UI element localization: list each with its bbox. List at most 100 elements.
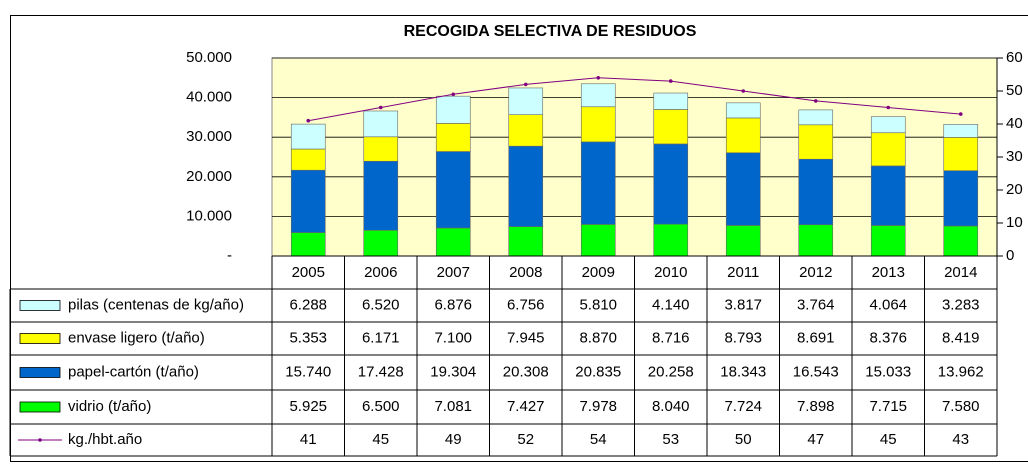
line-marker bbox=[813, 99, 818, 103]
bar-segment bbox=[363, 160, 399, 231]
chart-title: RECOGIDA SELECTIVA DE RESIDUOS bbox=[404, 23, 697, 40]
table-cell: 7.945 bbox=[507, 329, 545, 346]
bar-segment bbox=[870, 132, 906, 167]
bar-segment bbox=[870, 165, 906, 226]
table-cell: 18.343 bbox=[720, 363, 766, 380]
legend-swatch bbox=[38, 438, 42, 442]
table-cell: 43 bbox=[952, 431, 969, 448]
x-tick-label: 2007 bbox=[437, 264, 470, 281]
bar-segment bbox=[653, 143, 689, 225]
table-cell: 47 bbox=[807, 431, 824, 448]
bar-segment bbox=[725, 102, 761, 119]
bar-segment bbox=[580, 106, 616, 143]
bar-segment bbox=[943, 225, 979, 257]
line-marker bbox=[523, 82, 528, 87]
bar-segment bbox=[870, 116, 906, 134]
x-tick-label: 2014 bbox=[944, 264, 977, 281]
bar-segment bbox=[435, 151, 471, 229]
bar-segment bbox=[870, 225, 906, 257]
table-cell: 8.716 bbox=[652, 329, 690, 346]
table-cell: 6.500 bbox=[362, 398, 400, 415]
table-cell: 7.081 bbox=[434, 398, 472, 415]
line-series bbox=[308, 77, 961, 122]
table-cell: 4.064 bbox=[869, 296, 907, 313]
table-cell: 3.764 bbox=[797, 296, 835, 313]
bar-segment bbox=[798, 158, 834, 226]
x-tick-label: 2008 bbox=[509, 264, 542, 281]
x-tick-label: 2006 bbox=[364, 264, 397, 281]
table-cell: 7.100 bbox=[434, 329, 472, 346]
table-cell: 6.520 bbox=[362, 296, 400, 313]
bar-segment bbox=[943, 137, 979, 171]
bar-segment bbox=[290, 169, 326, 233]
table-cell: 8.870 bbox=[579, 329, 617, 346]
table-cell: 8.793 bbox=[724, 329, 762, 346]
bar-segment bbox=[580, 224, 616, 257]
table-cell: 19.304 bbox=[430, 363, 476, 380]
table-cell: 6.288 bbox=[289, 296, 327, 313]
table-cell: 8.691 bbox=[797, 329, 835, 346]
table-cell: 50 bbox=[735, 431, 752, 448]
table-cell: 7.898 bbox=[797, 398, 835, 415]
x-tick-label: 2013 bbox=[872, 264, 905, 281]
bar-segment bbox=[290, 232, 326, 257]
table-cell: 20.258 bbox=[648, 363, 694, 380]
line-marker bbox=[886, 105, 891, 110]
line-marker bbox=[958, 112, 963, 116]
y2-tick-label: 10 bbox=[1006, 214, 1023, 231]
table-cell: 5.353 bbox=[289, 329, 327, 346]
y-tick-label: - bbox=[227, 247, 232, 264]
bar-segment bbox=[363, 136, 399, 162]
bar-segment bbox=[363, 110, 399, 138]
bar-segment bbox=[653, 92, 689, 110]
table-cell: 7.978 bbox=[579, 398, 617, 415]
table-cell: 15.033 bbox=[865, 363, 911, 380]
table-cell: 5.810 bbox=[579, 296, 617, 313]
bar-segment bbox=[508, 114, 544, 147]
y2-tick-label: 30 bbox=[1006, 148, 1023, 165]
legend-swatch bbox=[19, 300, 61, 311]
table-cell: 7.724 bbox=[724, 398, 762, 415]
bar-segment bbox=[798, 124, 834, 160]
legend-label: papel-cartón (t/año) bbox=[68, 363, 199, 380]
bar-segment bbox=[653, 223, 689, 257]
table-cell: 3.283 bbox=[942, 296, 980, 313]
y2-tick-label: 0 bbox=[1006, 247, 1014, 264]
table-cell: 52 bbox=[517, 431, 534, 448]
bar-segment bbox=[798, 109, 834, 126]
table-cell: 41 bbox=[300, 431, 317, 448]
table-cell: 6.756 bbox=[507, 296, 545, 313]
table-cell: 7.715 bbox=[869, 398, 907, 415]
bar-segment bbox=[943, 170, 979, 227]
line-marker bbox=[306, 118, 311, 123]
y2-tick-label: 60 bbox=[1006, 49, 1023, 66]
bar-segment bbox=[798, 224, 834, 257]
x-tick-label: 2012 bbox=[799, 264, 832, 281]
table-cell: 5.925 bbox=[289, 398, 327, 415]
bar-segment bbox=[363, 229, 399, 257]
y2-tick-label: 40 bbox=[1006, 115, 1023, 132]
table-cell: 7.427 bbox=[507, 398, 545, 415]
bar-segment bbox=[435, 123, 471, 152]
table-cell: 8.419 bbox=[942, 329, 980, 346]
table-cell: 8.040 bbox=[652, 398, 690, 415]
x-tick-label: 2005 bbox=[292, 264, 325, 281]
x-tick-label: 2010 bbox=[654, 264, 687, 281]
table-cell: 20.308 bbox=[503, 363, 549, 380]
bar-segment bbox=[725, 225, 761, 257]
bar-segment bbox=[943, 124, 979, 138]
bar-segment bbox=[290, 148, 326, 171]
y-tick-label: 10.000 bbox=[186, 207, 232, 224]
table-cell: 53 bbox=[662, 431, 679, 448]
bar-segment bbox=[508, 226, 544, 257]
y-tick-label: 30.000 bbox=[186, 128, 232, 145]
table-cell: 6.171 bbox=[362, 329, 400, 346]
line-marker bbox=[741, 89, 746, 93]
bar-segment bbox=[653, 109, 689, 145]
table-cell: 54 bbox=[590, 431, 607, 448]
y-tick-label: 40.000 bbox=[186, 89, 232, 106]
line-marker bbox=[668, 79, 673, 83]
legend-swatch bbox=[19, 401, 61, 413]
legend-swatch bbox=[19, 333, 61, 344]
table-cell: 8.376 bbox=[869, 329, 907, 346]
